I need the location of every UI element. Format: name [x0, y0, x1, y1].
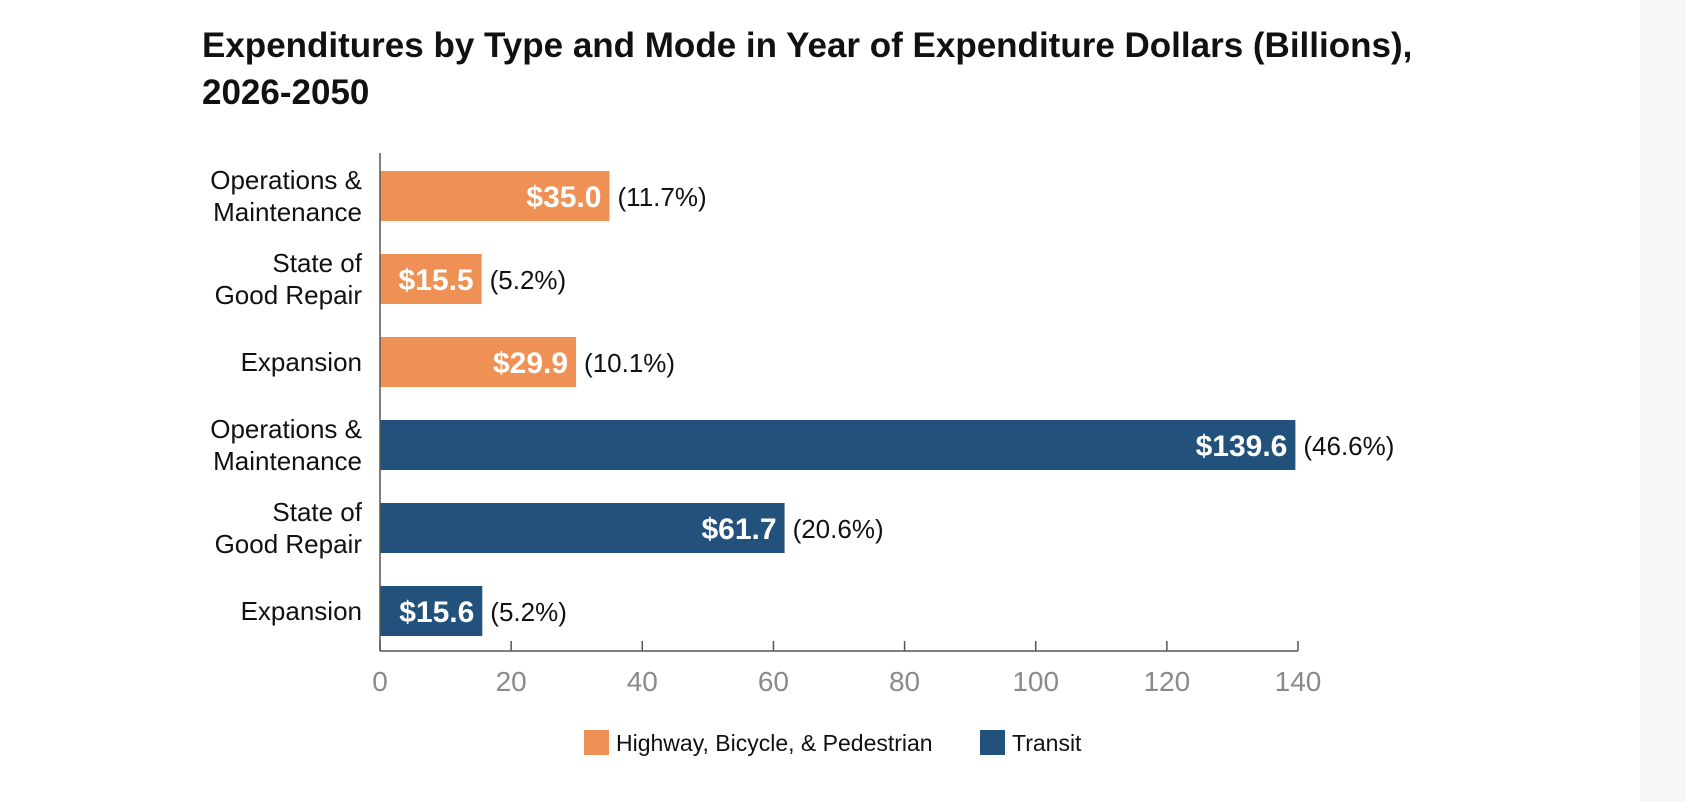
category-label: Operations & [210, 414, 362, 444]
x-tick-label: 80 [889, 666, 920, 697]
bar-value-label: $35.0 [526, 181, 601, 214]
x-tick-label: 120 [1143, 666, 1190, 697]
category-label: Expansion [241, 596, 362, 626]
category-label: Good Repair [215, 280, 363, 310]
bar-value-label: $139.6 [1196, 430, 1288, 463]
x-tick-label: 40 [627, 666, 658, 697]
bar-percent-label: (20.6%) [793, 514, 884, 544]
bar-percent-label: (5.2%) [490, 265, 567, 295]
bar-value-label: $15.5 [399, 264, 474, 297]
bar [380, 337, 577, 387]
bar [380, 171, 610, 221]
bar-value-label: $15.6 [399, 596, 474, 629]
bar-percent-label: (5.2%) [490, 597, 567, 627]
bar-chart: Operations &Maintenance $35.0 (11.7%)State… [210, 153, 1394, 756]
legend-swatch [584, 730, 609, 755]
category-label: Maintenance [213, 197, 362, 227]
category-label: Good Repair [215, 529, 363, 559]
legend-label: Transit [1012, 730, 1082, 756]
category-label: State of [272, 497, 362, 527]
x-tick-label: 140 [1275, 666, 1322, 697]
bar-value-label: $61.7 [701, 513, 776, 546]
category-label: Maintenance [213, 446, 362, 476]
bar [380, 254, 482, 304]
bar-percent-label: (46.6%) [1303, 431, 1394, 461]
category-label: Expansion [241, 347, 362, 377]
bar [380, 420, 1296, 470]
x-tick-label: 100 [1012, 666, 1059, 697]
bar [380, 503, 785, 553]
x-tick-label: 0 [372, 666, 388, 697]
category-label: State of [272, 248, 362, 278]
chart-title: Expenditures by Type and Mode in Year of… [202, 26, 1413, 112]
bar [380, 586, 483, 636]
legend-swatch [980, 730, 1005, 755]
bar-percent-label: (11.7%) [618, 182, 707, 212]
bar-value-label: $29.9 [493, 347, 568, 380]
bar-percent-label: (10.1%) [584, 348, 675, 378]
legend-label: Highway, Bicycle, & Pedestrian [616, 730, 933, 756]
page-margin [1640, 0, 1686, 802]
x-tick-label: 20 [496, 666, 527, 697]
category-label: Operations & [210, 165, 362, 195]
x-tick-label: 60 [758, 666, 789, 697]
